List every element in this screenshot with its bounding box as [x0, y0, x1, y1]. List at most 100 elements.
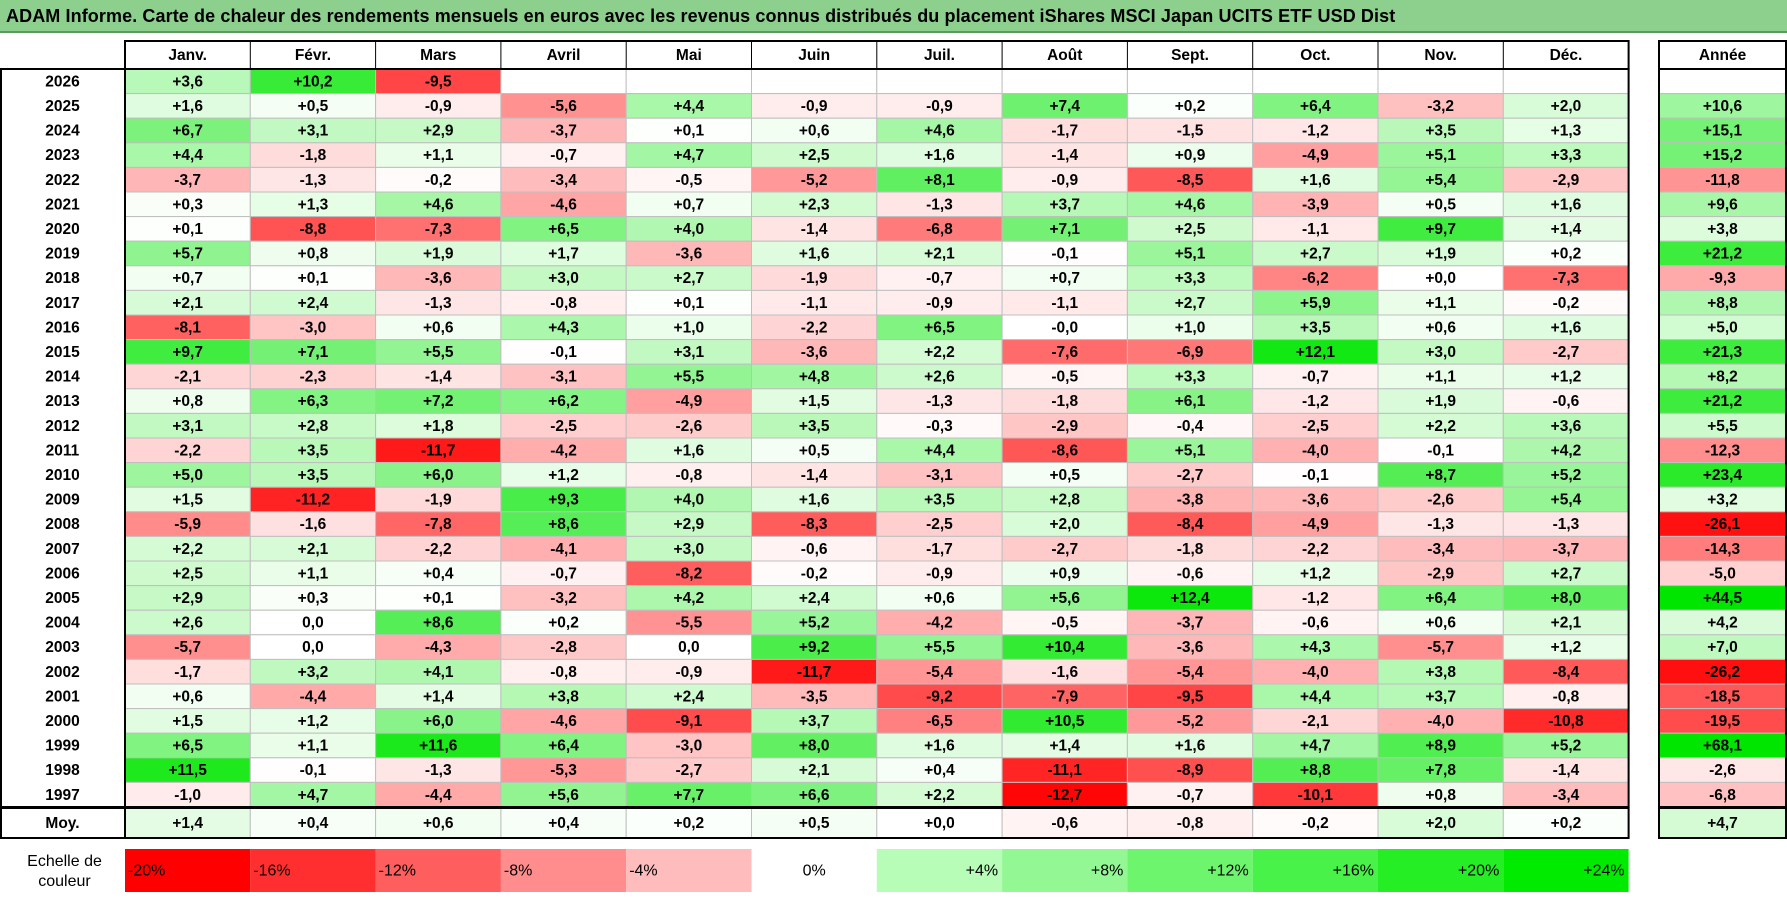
cell-value: +2,7 [1175, 295, 1206, 312]
cell-value: -6,2 [1302, 270, 1329, 287]
cell-value: -0,2 [425, 172, 452, 189]
heatmap-cell [1252, 757, 1379, 783]
year-label: 1999 [45, 738, 80, 755]
cell-value: +2,2 [1425, 418, 1456, 435]
heatmap-cell [1126, 289, 1254, 316]
average-value: +0,4 [548, 815, 579, 832]
cell-value: -2,2 [174, 442, 201, 459]
cell-value: +6,4 [1300, 98, 1331, 115]
heatmap-cell [1502, 585, 1630, 611]
cell-value: -2,5 [550, 418, 577, 435]
column-header: Janv. [168, 47, 207, 64]
heatmap-cell [500, 166, 627, 193]
cell-value: +0,1 [674, 123, 705, 140]
column-header: Mars [420, 47, 456, 64]
heatmap-cell [751, 240, 878, 267]
cell-value: -3,2 [550, 590, 577, 607]
cell-value: +2,1 [298, 541, 329, 558]
heatmap-cell [249, 757, 377, 783]
cell-value: +0,2 [548, 615, 579, 632]
heatmap-cell [1502, 757, 1630, 783]
cell-value: +0,5 [1049, 467, 1080, 484]
heatmap-cell [1252, 609, 1379, 636]
cell-value: +1,1 [298, 738, 329, 755]
cell-value: -1,3 [300, 172, 327, 189]
heatmap-cell [1001, 117, 1128, 144]
heatmap-cell [1001, 560, 1128, 587]
annual-value: +5,0 [1707, 319, 1738, 336]
cell-value: +1,5 [172, 492, 203, 509]
annual-value: +15,2 [1703, 147, 1742, 164]
cell-value: -4,2 [926, 615, 953, 632]
cell-value: +0,2 [1551, 246, 1582, 263]
annual-cell [1658, 216, 1787, 242]
cell-value: +1,6 [1175, 738, 1206, 755]
cell-value: +8,9 [1425, 738, 1456, 755]
heatmap-cell [500, 462, 627, 488]
cell-value: -0,5 [1051, 369, 1078, 386]
cell-value: -0,1 [550, 344, 577, 361]
cell-value: +5,1 [1175, 246, 1206, 263]
cell-value: -8,9 [1177, 762, 1204, 779]
cell-value: -0,7 [550, 565, 577, 582]
cell-value: +2,8 [1049, 492, 1080, 509]
annual-value: -18,5 [1705, 688, 1741, 705]
heatmap-cell [625, 437, 753, 464]
heatmap-cell [1252, 68, 1379, 95]
heatmap-cell [375, 93, 502, 119]
heatmap-cell [500, 339, 627, 365]
cell-value: +5,0 [172, 467, 203, 484]
heatmap-cell [124, 732, 251, 759]
year-label: 2002 [45, 664, 79, 681]
legend-step-label: +24% [1583, 863, 1624, 880]
legend-step-label: +20% [1458, 863, 1499, 880]
cell-value: +12,4 [1170, 590, 1210, 607]
year-label: 2009 [45, 492, 80, 509]
legend-step-label: +12% [1207, 863, 1248, 880]
cell-value: 0,0 [302, 639, 324, 656]
heatmap-cell [249, 216, 377, 242]
cell-value: +10,2 [293, 73, 332, 90]
heatmap-cell [751, 93, 878, 119]
cell-value: +9,3 [548, 492, 579, 509]
cell-value: +1,3 [298, 196, 329, 213]
cell-value: -5,6 [550, 98, 577, 115]
cell-value: +3,5 [1300, 319, 1331, 336]
heatmap-cell [876, 339, 1003, 365]
cell-value: -4,9 [675, 393, 702, 410]
cell-value: -0,9 [926, 295, 953, 312]
heatmap-cell [249, 560, 377, 587]
cell-value: -3,5 [801, 688, 828, 705]
heatmap-cell [375, 166, 502, 193]
annual-value: -9,3 [1709, 270, 1736, 287]
cell-value: +1,6 [674, 442, 705, 459]
heatmap-cell [124, 535, 251, 562]
cell-value: -7,8 [425, 516, 452, 533]
cell-value: +3,1 [298, 123, 329, 140]
cell-value: -1,9 [801, 270, 828, 287]
annual-cell [1658, 560, 1787, 587]
cell-value: -0,2 [1553, 295, 1580, 312]
cell-value: -5,2 [801, 172, 828, 189]
annual-value: +4,2 [1707, 615, 1738, 632]
year-label: 2004 [45, 615, 80, 632]
cell-value: +0,6 [924, 590, 955, 607]
heatmap-cell [1502, 289, 1630, 316]
cell-value: -0,1 [1302, 467, 1329, 484]
year-label: 2014 [45, 369, 80, 386]
heatmap-cell [1377, 732, 1504, 759]
cell-value: +10,5 [1045, 713, 1085, 730]
cell-value: +7,1 [1049, 221, 1080, 238]
cell-value: +5,6 [1049, 590, 1080, 607]
legend-swatch [125, 849, 251, 892]
cell-value: -1,3 [926, 196, 953, 213]
cell-value: +9,7 [1425, 221, 1456, 238]
cell-value: +8,7 [1425, 467, 1456, 484]
legend-swatch [1127, 849, 1253, 892]
cell-value: -2,7 [675, 762, 702, 779]
heatmap-cell [876, 412, 1003, 439]
annual-cell [1658, 757, 1787, 783]
heatmap-cell [1377, 142, 1504, 168]
cell-value: -1,2 [1302, 590, 1329, 607]
legend-swatch [1503, 849, 1629, 892]
